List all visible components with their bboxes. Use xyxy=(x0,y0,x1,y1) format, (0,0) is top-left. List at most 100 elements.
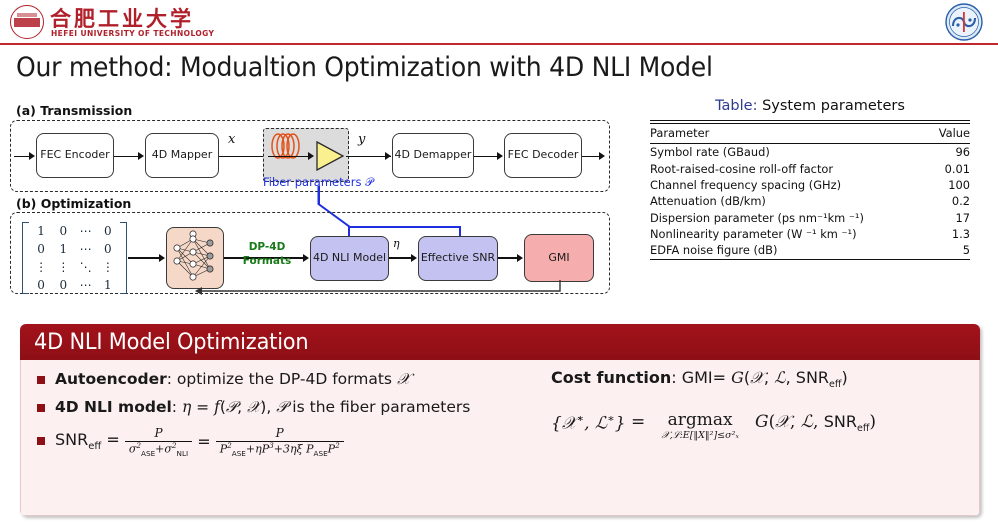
arrow-out-line xyxy=(582,155,600,158)
table-caption: Table: System parameters xyxy=(650,98,970,114)
table-row: Symbol rate (GBaud) 96 xyxy=(650,144,970,160)
block-4d-nli-model-label: 4D NLI Model xyxy=(312,251,387,265)
arrow-head-eta xyxy=(411,253,417,262)
block-effective-snr[interactable]: Effective SNR xyxy=(418,236,498,281)
block-fec-encoder[interactable]: FEC Encoder xyxy=(36,133,114,178)
blue-route-v2 xyxy=(348,226,350,238)
table-row: Nonlinearity parameter (W ⁻¹ km ⁻¹) 1.3 xyxy=(650,226,970,242)
argmax-lhs: {𝒳∗, ℒ∗} xyxy=(551,412,626,434)
fiber-coil-icon xyxy=(268,131,302,165)
cell-parameter: Dispersion parameter (ps nm⁻¹km ⁻¹) xyxy=(650,210,864,225)
page-title: Our method: Modualtion Optimization with… xyxy=(16,52,713,83)
dp4d-line1: DP-4D xyxy=(248,241,286,253)
arrow-out-head xyxy=(599,152,605,160)
block-gmi-label: GMI xyxy=(548,250,570,264)
bullet-square-icon xyxy=(37,376,45,384)
cell-value: 1.3 xyxy=(951,227,970,242)
cell-value: 96 xyxy=(955,145,971,160)
cell-value: 100 xyxy=(948,177,970,192)
feedback-loop-arrow xyxy=(195,280,561,295)
arrow-line-matrix-nn xyxy=(128,257,162,259)
cost-function-line: Cost function: GMI= G(𝒳, ℒ, SNReff) xyxy=(551,368,848,391)
slide-header: 合肥工业大学 HEFEI UNIVERSITY OF TECHNOLOGY xyxy=(0,0,998,45)
block-fec-decoder[interactable]: FEC Decoder xyxy=(504,133,582,178)
dp4d-formats-label: DP-4D Formats xyxy=(238,240,296,268)
arrow-in-line xyxy=(14,155,30,158)
autoencoder-neural-network[interactable] xyxy=(166,227,224,289)
table-row: EDFA noise figure (dB) 5 xyxy=(650,242,970,259)
highlight-block-title-text: 4D NLI Model Optimization xyxy=(34,329,309,355)
bullet-4d-nli-lead: 4D NLI model xyxy=(55,398,172,417)
table-caption-prefix: Table: xyxy=(715,98,758,114)
cell-parameter: EDFA noise figure (dB) xyxy=(650,243,778,258)
arrow-in-head xyxy=(29,152,35,160)
cell-parameter: Channel frequency spacing (GHz) xyxy=(650,177,842,192)
arrow-head-2 xyxy=(497,152,503,160)
cost-function-block: Cost function: GMI= G(𝒳, ℒ, SNReff) {𝒳∗,… xyxy=(551,368,971,441)
fiber-line xyxy=(268,155,313,158)
gmi-equals-label: GMI= xyxy=(681,368,727,387)
cell-value: 0.2 xyxy=(951,194,970,209)
cell-parameter: Symbol rate (GBaud) xyxy=(650,145,770,160)
identity-matrix: 1 0 ⋯ 0 0 1 ⋯ 0 ⋮ ⋮ ⋱ ⋮ 0 0 ⋯ 1 xyxy=(22,222,127,294)
highlight-block-body: Autoencoder: optimize the DP-4D formats … xyxy=(20,360,980,516)
optimization-panel xyxy=(10,212,610,294)
dp4d-line2: Formats xyxy=(242,255,292,268)
highlight-block: 4D NLI Model Optimization Autoencoder: o… xyxy=(20,324,980,516)
bullet-square-icon xyxy=(37,436,45,445)
bullet-4d-nli-model: 4D NLI model: η = f(𝒫, 𝒳), 𝒫 is the fibe… xyxy=(35,398,515,417)
table-row: Channel frequency spacing (GHz) 100 xyxy=(650,177,970,193)
panel-b-label: (b) Optimization xyxy=(16,196,132,211)
edfa-amplifier-icon xyxy=(316,140,346,175)
arrow-line-eta xyxy=(389,257,414,259)
arrow-line-x xyxy=(219,155,269,158)
column-header-parameter: Parameter xyxy=(650,126,710,140)
secondary-organization-logo-icon xyxy=(944,2,984,42)
table-row: Attenuation (dB/km) 0.2 xyxy=(650,193,970,209)
cell-value: 0.01 xyxy=(944,161,970,176)
fiber-arrow-head xyxy=(308,152,314,160)
eta-label: η xyxy=(393,237,400,250)
block-4d-mapper[interactable]: 4D Mapper xyxy=(145,133,219,178)
university-name-cn: 合肥工业大学 xyxy=(50,6,194,31)
cell-parameter: Root-raised-cosine roll-off factor xyxy=(650,161,834,176)
argmax-rhs: G(𝒳, ℒ, SNReff) xyxy=(755,412,877,435)
block-gmi[interactable]: GMI xyxy=(524,234,594,282)
block-effective-snr-label: Effective SNR xyxy=(420,251,496,265)
header-divider xyxy=(0,43,998,45)
block-4d-demapper-label: 4D Demapper xyxy=(394,148,472,162)
cell-parameter: Nonlinearity parameter (W ⁻¹ km ⁻¹) xyxy=(650,227,857,242)
arrow-line-nn-nli xyxy=(224,257,306,259)
system-parameters-table-wrap: Table: System parameters Parameter Value… xyxy=(650,98,970,260)
arrow-line-2 xyxy=(474,155,498,158)
snr-eff-label: SNReff = xyxy=(55,430,125,453)
argmax-label: argmax xyxy=(667,410,733,431)
cost-function-lead: Cost function xyxy=(551,368,672,387)
system-parameters-table: Parameter Value Symbol rate (GBaud) 96 R… xyxy=(650,120,970,260)
block-4d-demapper[interactable]: 4D Demapper xyxy=(392,133,474,178)
argmax-equation: {𝒳∗, ℒ∗} = argmax 𝒳,ℒ:E[‖X‖²]≤σ²ₓ G(𝒳, ℒ… xyxy=(551,410,877,442)
table-caption-text: System parameters xyxy=(762,98,905,114)
signal-x-label: x xyxy=(228,132,236,147)
arrow-head xyxy=(138,152,144,160)
arrow-line xyxy=(114,155,139,158)
block-fec-encoder-label: FEC Encoder xyxy=(40,148,110,162)
block-fec-decoder-label: FEC Decoder xyxy=(507,148,579,162)
cell-value: 17 xyxy=(955,210,971,225)
transmission-panel xyxy=(10,120,610,192)
fiber-parameters-label: Fiber parameters 𝒫 xyxy=(263,175,374,189)
signal-y-label: y xyxy=(358,132,366,147)
university-name-en: HEFEI UNIVERSITY OF TECHNOLOGY xyxy=(51,29,215,38)
arrow-head-matrix-nn xyxy=(159,253,165,262)
bullet-snr-eff: SNReff = P σ2ASE+σ2NLI = P P2ASE+ηP3+3ηξ… xyxy=(35,426,515,458)
arrow-line-y xyxy=(346,155,391,158)
blue-route-v3 xyxy=(459,226,461,238)
arrow-head-y xyxy=(385,152,391,160)
blue-route-h xyxy=(348,226,461,228)
table-row: Dispersion parameter (ps nm⁻¹km ⁻¹) 17 xyxy=(650,210,970,226)
cell-value: 5 xyxy=(962,243,970,258)
block-4d-nli-model[interactable]: 4D NLI Model xyxy=(310,236,389,281)
fraction-expanded: P P2ASE+ηP3+3ηξ PASEP2 xyxy=(215,426,344,458)
highlight-block-title: 4D NLI Model Optimization xyxy=(20,324,980,360)
argmax-operator: argmax 𝒳,ℒ:E[‖X‖²]≤σ²ₓ xyxy=(661,410,738,441)
